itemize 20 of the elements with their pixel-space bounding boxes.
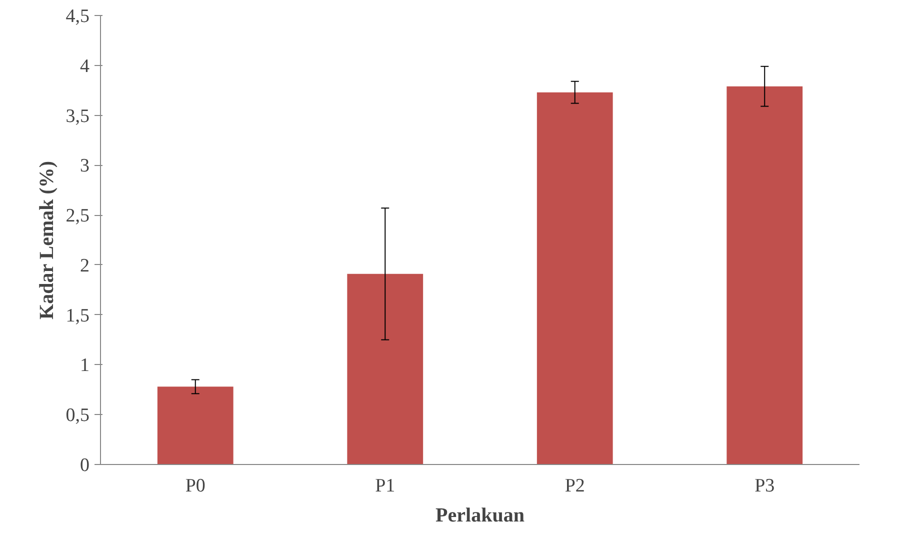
y-tick-label: 1: [80, 355, 90, 376]
y-tick-label: 3: [80, 156, 90, 177]
y-tick-label: 0: [80, 455, 90, 476]
y-tick-label: 2: [80, 255, 90, 276]
y-tick-label: 4,5: [66, 6, 90, 27]
bar: [157, 386, 234, 464]
y-tick-label: 1,5: [66, 305, 90, 326]
y-tick-label: 2,5: [66, 206, 90, 227]
bar: [726, 86, 803, 464]
bar: [347, 274, 424, 464]
x-tick-label: P1: [375, 476, 396, 496]
y-tick-label: 0,5: [66, 405, 90, 426]
y-tick-label: 3,5: [66, 106, 90, 127]
x-tick-label: P2: [564, 476, 585, 496]
y-tick-label: 4: [80, 56, 90, 77]
x-tick-label: P3: [754, 476, 775, 496]
y-axis-title: Kadar Lemak (%): [36, 160, 58, 320]
bar: [536, 92, 613, 464]
x-tick-label: P0: [185, 476, 206, 496]
x-axis-title: Perlakuan: [436, 504, 524, 526]
